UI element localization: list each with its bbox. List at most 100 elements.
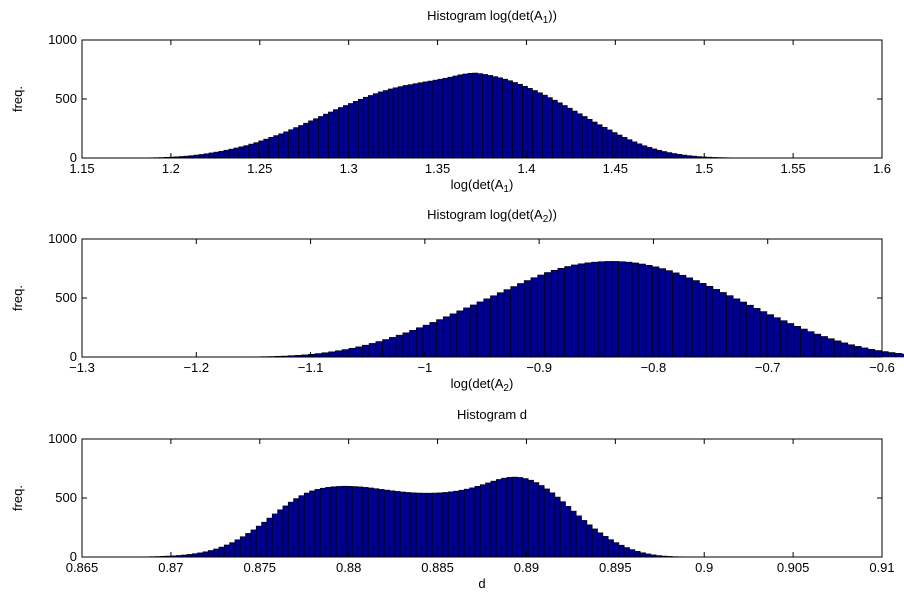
histogram-bar [319, 487, 326, 558]
histogram-bar [293, 127, 299, 159]
x-tick-label: 0.875 [244, 560, 277, 575]
histogram-bar [245, 533, 252, 558]
histogram-bar [503, 289, 511, 358]
histogram-bar [266, 517, 273, 558]
histogram-bar [598, 261, 606, 358]
histogram-bar [338, 107, 344, 159]
histogram-bar [314, 353, 323, 358]
x-tick-label: 0.895 [599, 560, 632, 575]
histogram-bar [463, 307, 471, 358]
histogram-bar [867, 349, 876, 358]
x-tick-label: −1.2 [183, 360, 209, 375]
histogram-bar [417, 82, 424, 159]
histogram-bar [409, 330, 417, 358]
histogram-bar [602, 536, 609, 558]
histogram-bar [625, 261, 633, 358]
histogram-bar [780, 320, 788, 358]
histogram-bar [218, 546, 225, 558]
histogram-bar [479, 484, 486, 558]
x-tick-label: 0.9 [695, 560, 713, 575]
x-tick-label: 1.55 [780, 161, 805, 176]
histogram-bar [248, 143, 255, 159]
histogram-bar [570, 510, 577, 558]
histogram-bar [537, 92, 543, 159]
histogram-bar [395, 334, 404, 358]
histogram-bar [378, 489, 385, 558]
histogram-bar [335, 486, 342, 558]
histogram-bar [298, 125, 304, 159]
histogram-bar [198, 154, 205, 159]
histogram-bar [293, 498, 300, 558]
histogram-bar [367, 95, 374, 159]
histogram-bar [368, 343, 377, 358]
histogram-bar [313, 118, 319, 159]
histogram-bar [497, 77, 503, 159]
histogram-bar [538, 485, 545, 558]
y-tick-label: 500 [55, 490, 77, 505]
x-tick-label: 1.15 [69, 161, 94, 176]
histogram-bar [432, 79, 439, 159]
histogram-bar [308, 120, 314, 159]
histogram-bar [469, 487, 476, 558]
histogram-bar [387, 88, 394, 159]
histogram-bar [537, 274, 545, 358]
x-tick-label: −0.7 [755, 360, 781, 375]
histogram-bar [287, 501, 294, 558]
histogram-bar [282, 505, 289, 558]
histogram-bar [557, 102, 563, 159]
histogram-bar [800, 328, 808, 358]
histogram-bar [431, 492, 438, 558]
x-tick-label: −1.1 [298, 360, 324, 375]
histogram-bar [577, 263, 586, 358]
histogram-bar [502, 78, 508, 159]
histogram-bar [283, 131, 289, 159]
histogram-bar [394, 491, 401, 558]
histogram-bar [389, 337, 397, 358]
y-tick-label: 0 [70, 549, 77, 564]
histogram-bar [469, 304, 478, 358]
histogram-bar [309, 490, 316, 558]
histogram-bar [692, 280, 700, 358]
histogram-bar [523, 280, 532, 358]
histogram-bar [447, 491, 454, 558]
histogram-bar [442, 316, 451, 358]
histogram-bar [250, 529, 257, 558]
histogram-bar [753, 308, 761, 358]
histogram-bar [586, 119, 593, 159]
histogram-bar [522, 478, 529, 558]
histogram-bar [436, 319, 444, 358]
histogram-bar [492, 76, 498, 159]
histogram-bar [746, 304, 754, 358]
histogram-bar [303, 492, 310, 558]
histogram-bar [517, 283, 525, 358]
histogram-bar [591, 528, 598, 558]
histogram-bar [827, 338, 835, 358]
histogram-bar [477, 73, 484, 159]
histogram-bar [483, 298, 491, 358]
histogram-bar [611, 261, 619, 358]
histogram-bar [597, 532, 604, 558]
y-tick-label: 0 [70, 349, 77, 364]
histogram-bar [490, 480, 497, 558]
histogram-bar [476, 301, 485, 358]
histogram-bar [452, 75, 459, 159]
histogram-bar [874, 350, 882, 358]
histogram-bar [834, 340, 842, 358]
histogram-bar [202, 551, 209, 558]
histogram-bar [253, 142, 260, 159]
histogram-bar [271, 513, 278, 558]
histogram-bar [203, 153, 210, 159]
histogram-bar [399, 491, 406, 558]
histogram-bar [357, 486, 364, 558]
histogram-bar [543, 488, 550, 558]
histogram-bar [522, 85, 528, 159]
histogram-bar [330, 486, 337, 558]
histogram-bar [861, 347, 869, 358]
histogram-bar [298, 495, 305, 558]
histogram-bar [591, 121, 598, 159]
histogram-bar [288, 129, 294, 159]
histogram-bar [554, 496, 561, 558]
histogram-bar [631, 262, 640, 358]
histogram-bar [351, 486, 358, 558]
